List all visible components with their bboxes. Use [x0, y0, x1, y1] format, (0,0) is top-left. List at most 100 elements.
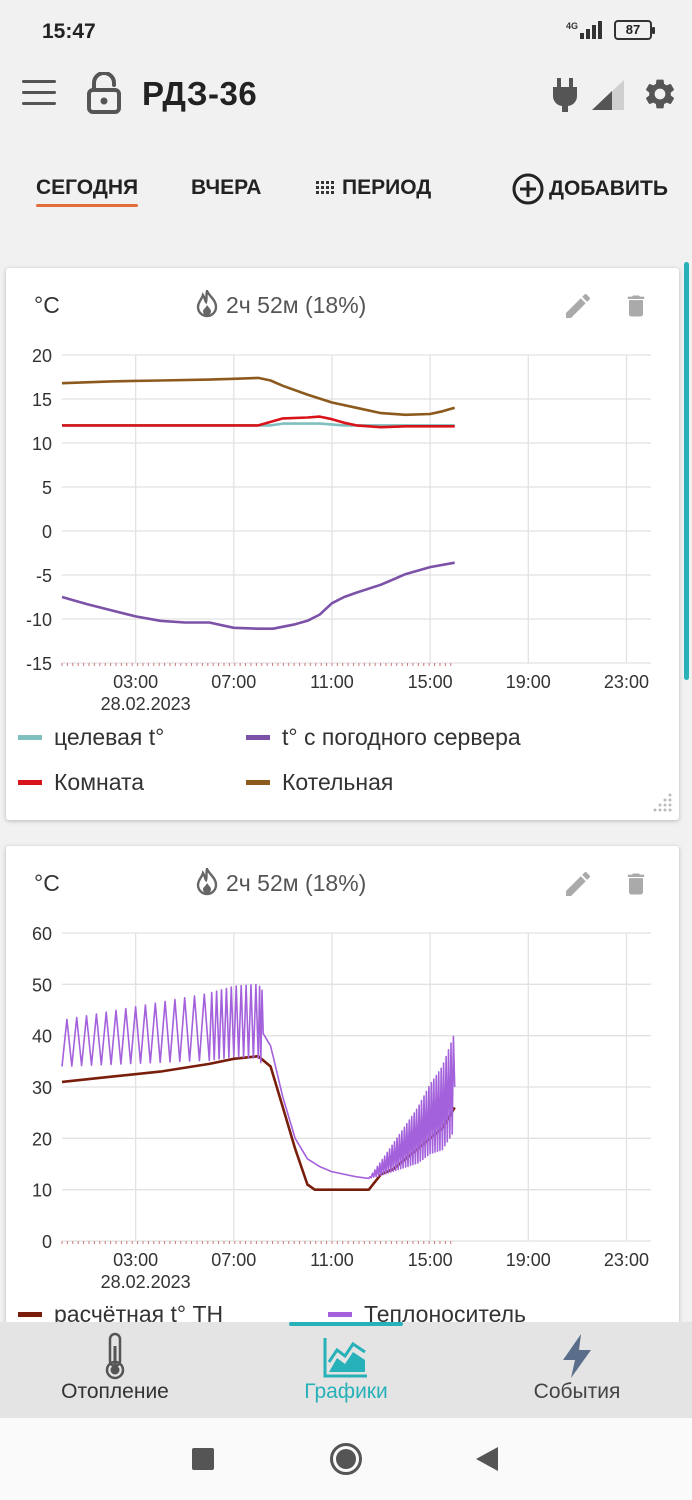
scrollbar[interactable]	[684, 262, 689, 680]
legend-swatch	[18, 735, 42, 740]
x-tick-label: 23:00	[604, 1250, 649, 1270]
y-tick-label: 40	[32, 1027, 52, 1047]
settings-gear-icon[interactable]	[642, 76, 678, 112]
legend-label: t° с погодного сервера	[282, 724, 521, 750]
active-nav-indicator	[289, 1322, 403, 1326]
x-tick-label: 03:00	[113, 672, 158, 692]
series-line	[62, 415, 455, 429]
x-tick-label: 19:00	[506, 672, 551, 692]
x-tick-label: 11:00	[310, 672, 354, 692]
y-tick-label: -10	[26, 610, 52, 630]
legend-swatch	[246, 780, 270, 785]
nav-heating-label: Отопление	[61, 1380, 169, 1403]
y-tick-label: 0	[42, 522, 52, 542]
app-bar: РДЗ-36	[0, 62, 692, 126]
add-button[interactable]: ДОБАВИТЬ	[512, 173, 668, 205]
x-tick-label: 15:00	[408, 1250, 453, 1270]
status-time: 15:47	[42, 20, 96, 43]
flame-icon	[196, 868, 218, 896]
network-type: 4G	[565, 21, 578, 31]
x-tick-label: 15:00	[408, 672, 453, 692]
y-tick-label: 30	[32, 1078, 52, 1098]
x-tick-label: 19:00	[506, 1250, 551, 1270]
resize-handle-icon[interactable]	[651, 792, 673, 814]
back-icon[interactable]	[476, 1447, 498, 1471]
y-tick-label: 5	[42, 478, 52, 498]
y-tick-label: 15	[32, 390, 52, 410]
x-data-tick-marks	[61, 663, 452, 666]
legend-swatch	[328, 1312, 352, 1317]
power-plug-icon	[552, 78, 578, 112]
add-circle-icon	[512, 173, 544, 205]
legend-item-target-temp: целевая t°	[18, 724, 164, 751]
flame-icon	[196, 290, 218, 318]
y-tick-label: 20	[32, 346, 52, 366]
recent-apps-icon[interactable]	[192, 1448, 214, 1470]
add-button-label: ДОБАВИТЬ	[549, 177, 668, 200]
edit-pencil-icon[interactable]	[562, 868, 594, 900]
chart-area-icon	[323, 1338, 367, 1378]
series-line	[61, 983, 456, 1180]
cell-signal-icon	[580, 21, 602, 39]
x-tick-label: 07:00	[211, 672, 256, 692]
legend-item-weather-temp: t° с погодного сервера	[246, 724, 521, 751]
heat-carrier-chart: 60 50 40 30 20 10 0 03:00 07:00 11:00 15:00 19:00 23…	[32, 924, 651, 1292]
series-line	[61, 376, 456, 417]
legend-label: Котельная	[282, 769, 394, 795]
active-tab-underline	[36, 204, 138, 207]
hamburger-menu-icon[interactable]	[22, 80, 56, 108]
burner-runtime-stat: 2ч 52м (18%)	[226, 870, 367, 896]
tab-period[interactable]: ПЕРИОД	[316, 176, 431, 200]
delete-trash-icon[interactable]	[622, 290, 650, 322]
app-title: РДЗ-36	[142, 75, 258, 112]
signal-strength-icon	[592, 80, 624, 110]
network-indicator: 4G	[566, 21, 606, 39]
status-icons: 4G 87	[566, 20, 655, 40]
chart-card-temperatures: °C 2ч 52м (18%) 20 15 10 5 0 -5 -10 -15 03:00 07:…	[6, 268, 679, 820]
x-date-label: 28.02.2023	[101, 694, 191, 714]
legend-swatch	[246, 735, 270, 740]
series-line	[61, 561, 455, 630]
y-tick-label: 50	[32, 975, 52, 995]
x-tick-label: 07:00	[211, 1250, 256, 1270]
legend-label: Комната	[54, 769, 145, 795]
legend-swatch	[18, 780, 42, 785]
battery-indicator: 87	[614, 20, 655, 40]
status-bar: 15:47 4G 87	[0, 0, 692, 60]
period-tabs: СЕГОДНЯ ВЧЕРА ПЕРИОД ДОБАВИТЬ	[0, 165, 692, 215]
y-tick-label: 0	[42, 1232, 52, 1252]
bottom-navigation: Отопление Графики События	[0, 1322, 692, 1418]
y-tick-label: 10	[32, 434, 52, 454]
tab-yesterday[interactable]: ВЧЕРА	[191, 176, 262, 199]
y-tick-label: 60	[32, 924, 52, 944]
y-tick-label: -5	[36, 566, 52, 586]
y-tick-label: 10	[32, 1181, 52, 1201]
thermometer-icon	[105, 1332, 125, 1380]
chart-card-heat-carrier: °C 2ч 52м (18%) 60 50 40 30 20 10 0 03:00 07:00 1…	[6, 846, 679, 1346]
temperature-chart: 20 15 10 5 0 -5 -10 -15 03:00 07:00 11:00 15:00 19:0…	[26, 346, 651, 714]
edit-pencil-icon[interactable]	[562, 290, 594, 322]
delete-trash-icon[interactable]	[622, 868, 650, 900]
x-date-label: 28.02.2023	[101, 1272, 191, 1292]
nav-events-label: События	[533, 1380, 621, 1403]
card-unit-label: °C	[34, 292, 60, 318]
legend-label: целевая t°	[54, 724, 165, 750]
nav-charts-label: Графики	[304, 1380, 388, 1403]
legend-item-room: Комната	[18, 769, 144, 796]
x-data-tick-marks	[61, 1241, 452, 1244]
card-unit-label: °C	[34, 870, 60, 896]
unlocked-lock-icon[interactable]	[86, 72, 122, 114]
y-tick-label: 20	[32, 1129, 52, 1149]
x-tick-label: 11:00	[310, 1250, 354, 1270]
x-tick-label: 03:00	[113, 1250, 158, 1270]
legend-item-boiler-room: Котельная	[246, 769, 393, 796]
tab-period-label: ПЕРИОД	[342, 176, 432, 199]
tab-today[interactable]: СЕГОДНЯ	[36, 176, 139, 199]
burner-runtime-stat: 2ч 52м (18%)	[226, 292, 367, 318]
home-icon[interactable]	[329, 1442, 363, 1476]
y-tick-label: -15	[26, 654, 52, 674]
legend-swatch	[18, 1312, 42, 1317]
calendar-grid-icon	[316, 181, 334, 194]
x-tick-label: 23:00	[604, 672, 649, 692]
system-navigation-bar	[0, 1418, 692, 1500]
